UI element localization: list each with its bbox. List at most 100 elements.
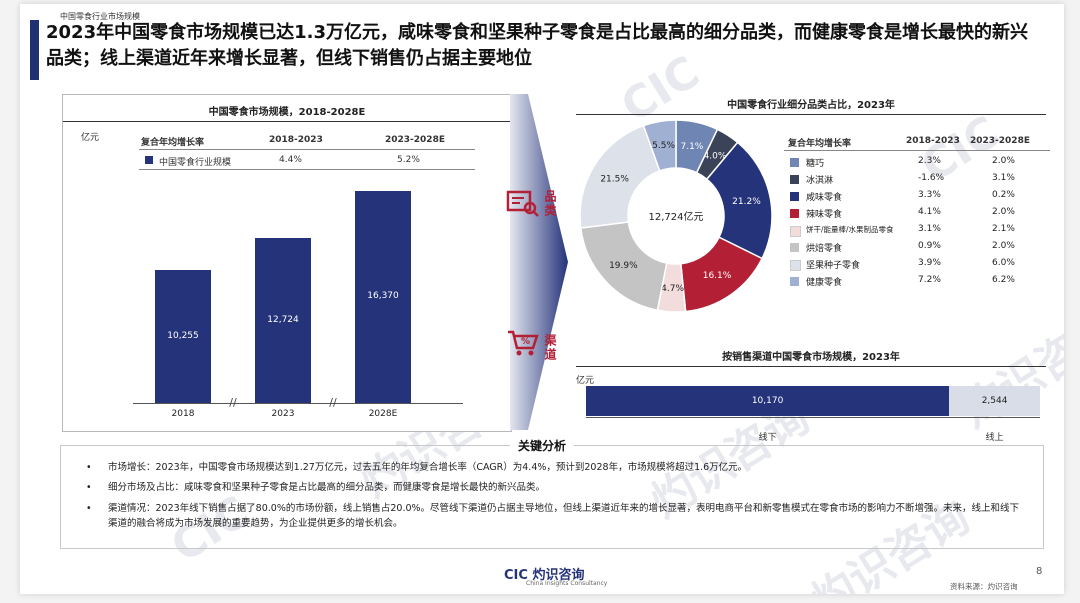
bar-value-label: 12,724 [267, 314, 299, 325]
chevron-connector [510, 94, 568, 430]
key-analysis-title: 关键分析 [510, 437, 575, 454]
channel-value-label: 2,544 [981, 396, 1008, 406]
x-tick-label: 2023 [271, 409, 295, 419]
cagr-col2: 2023-2028E [385, 135, 445, 145]
donut-slice-label: 4.7% [661, 284, 684, 294]
left-panel: 中国零食市场规模，2018-2028E 亿元 复合年均增长率 2018-2023… [62, 94, 512, 432]
cat-table-header: 复合年均增长率 [788, 139, 852, 149]
bar-2023 [255, 238, 311, 403]
page-title: 2023年中国零食市场规模已达1.3万亿元，咸味零食和坚果种子零食是占比最高的细… [46, 22, 1028, 69]
category-swatch [790, 260, 801, 271]
category-icon [506, 190, 539, 217]
key-analysis-item: • 细分市场及占比：咸味零食和坚果种子零食是占比最高的细分品类，而健康零食是增长最… [86, 480, 1028, 495]
category-cagr-2: 2.0% [992, 241, 1015, 251]
donut-slice-label: 16.1% [703, 271, 732, 281]
category-cagr-1: 3.9% [918, 258, 941, 268]
donut-slice-label: 5.5% [652, 141, 675, 151]
cagr-col1: 2018-2023 [269, 135, 323, 145]
key-analysis-item: • 渠道情况：2023年线下销售占据了80.0%的市场份额，线上销售占20.0%。… [86, 501, 1028, 531]
channel-title: 按销售渠道中国零食市场规模，2023年 [722, 352, 900, 363]
cagr-value-2: 5.2% [397, 155, 420, 165]
category-cagr-2: 0.2% [992, 190, 1015, 200]
category-cagr-2: 2.0% [992, 156, 1015, 166]
category-cagr-2: 3.1% [992, 173, 1015, 183]
donut-center-label: 12,724亿元 [649, 210, 704, 223]
category-name: 坚果种子零食 [806, 261, 861, 271]
category-swatch [790, 243, 799, 252]
key-analysis-item: • 市场增长：2023年，中国零食市场规模达到1.27万亿元，过去五年的年均复合增… [86, 460, 1028, 475]
cagr-rule-bottom [139, 169, 475, 170]
x-tick-label: 2018 [171, 409, 195, 419]
category-swatch [790, 226, 801, 237]
pie-title-rule [576, 114, 1046, 115]
category-cagr-1: -1.6% [918, 173, 945, 183]
bullet-dot: • [86, 462, 92, 473]
category-donut-chart: 7.1% 4.0% 21.2% 16.1% 4.7% 19.9% 21.5% 5.5% 12,7… [576, 116, 776, 316]
footer-logo: CIC 灼识咨询 [504, 568, 585, 583]
category-cagr-2: 6.0% [992, 258, 1015, 268]
channel-bar-1 [949, 386, 1040, 416]
donut-slice-label: 4.0% [704, 151, 727, 161]
category-cagr-1: 2.3% [918, 156, 941, 166]
category-name: 烘焙零食 [806, 244, 843, 254]
category-cagr-1: 3.1% [918, 224, 941, 234]
channel-category-label: 线下 [758, 433, 777, 443]
channel-title-rule [576, 366, 1046, 367]
key-analysis-text: 渠道情况：2023年线下销售占据了80.0%的市场份额，线上销售占20.0%。尽… [108, 503, 1020, 529]
cart-icon: % [508, 330, 539, 356]
market-size-bar-chart: 10,255 2018 12,724 2023 16,370 2028E // // [63, 95, 511, 431]
bar-2028E [355, 191, 411, 403]
category-cagr-1: 0.9% [918, 241, 941, 251]
channel-category-label: 线上 [985, 433, 1004, 443]
x-axis-line [133, 403, 463, 404]
category-cagr-1: 7.2% [918, 275, 941, 285]
bar-value-label: 10,255 [167, 330, 199, 341]
left-title-rule [63, 121, 511, 122]
left-panel-title: 中国零食市场规模，2018-2028E [208, 107, 366, 118]
legend-label: 中国零食行业规模 [159, 158, 232, 168]
category-cagr-2: 6.2% [992, 275, 1015, 285]
legend-swatch [145, 156, 153, 164]
footer-logo-sub: China Insights Consultancy [526, 580, 608, 587]
bar-2018 [155, 270, 211, 403]
x-tick-label: 2028E [368, 409, 398, 419]
category-swatch [790, 192, 799, 201]
cat-table-col2: 2023-2028E [970, 136, 1030, 146]
donut-slice-label: 7.1% [680, 142, 703, 152]
channel-axis-line [586, 417, 1040, 418]
cat-table-rule [784, 150, 1050, 151]
channel-side-label: 渠道 [543, 334, 557, 362]
bullet-dot: • [86, 503, 92, 514]
unit-label: 亿元 [81, 133, 100, 143]
bar-value-label: 16,370 [367, 291, 399, 302]
category-cagr-1: 3.3% [918, 190, 941, 200]
category-name: 辣味零食 [806, 210, 843, 220]
category-name: 咸味零食 [806, 193, 843, 203]
key-analysis-text: 市场增长：2023年，中国零食市场规模达到1.27万亿元，过去五年的年均复合增长… [108, 462, 748, 473]
donut-slice-label: 21.5% [600, 174, 629, 184]
key-analysis-text: 细分市场及占比：咸味零食和坚果种子零食是占比最高的细分品类，而健康零食是增长最快… [108, 482, 546, 493]
category-side-label: 品类 [543, 190, 557, 218]
donut-slice-7 [642, 119, 677, 172]
category-swatch [790, 277, 799, 286]
category-name: 饼干/能量棒/水果制品零食 [806, 225, 894, 234]
channel-bar-0 [586, 386, 950, 416]
pie-title: 中国零食行业细分品类占比，2023年 [727, 100, 895, 111]
donut-svg: 7.1%4.0% 21.2% 16.1% 4.7% 19.9% 21.5% 5.5% 12,7… [579, 119, 773, 313]
category-swatch [790, 209, 799, 218]
category-swatch [790, 175, 799, 184]
slide: 灼识咨询CIC灼识咨询CIC灼识咨询CIC灼识咨询CIC灼识咨询 中国零食行业市… [20, 4, 1064, 594]
bullet-dot: • [86, 482, 92, 493]
cagr-header: 复合年均增长率 [141, 138, 205, 148]
svg-text:%: % [521, 337, 530, 347]
category-name: 冰淇淋 [806, 176, 834, 186]
cagr-value-1: 4.4% [279, 155, 302, 165]
page-number: 8 [1036, 566, 1043, 577]
channel-unit: 亿元 [576, 376, 595, 386]
category-name: 糖巧 [806, 159, 825, 169]
axis-break-mark: // [229, 396, 237, 409]
channel-value-label: 10,170 [751, 396, 784, 406]
source-note: 资料来源：灼识咨询 [950, 582, 1018, 591]
donut-slice-label: 19.9% [609, 261, 638, 271]
